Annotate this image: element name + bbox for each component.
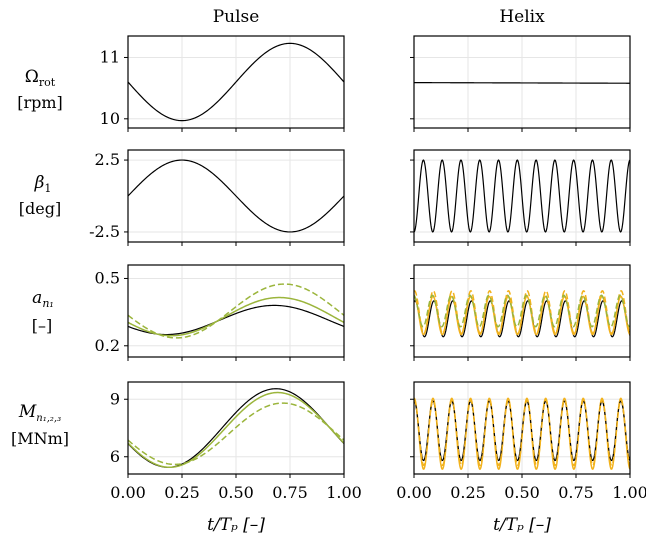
row-unit: [MNm] (11, 429, 69, 448)
y-tick-label: 11 (100, 47, 120, 66)
y-tick-label: 0.2 (95, 336, 120, 355)
panel-pulse-2: 0.5 0.2 (95, 264, 345, 361)
panel-helix-1 (410, 149, 631, 246)
series-line-black-solid (413, 159, 631, 233)
panel-pulse-3: 9 6 0.00 0.25 0.50 0.75 1.00 (110, 381, 362, 502)
x-tick-label: 0.25 (450, 483, 486, 502)
x-tick-label: 0.00 (110, 483, 146, 502)
panel-helix-3: 0.00 0.25 0.50 0.75 1.00 (396, 381, 646, 502)
row-label-omega: Ωrot [rpm] (17, 67, 63, 112)
series-line-orange-dashed (413, 399, 631, 467)
row-label-a: an₁ [–] (32, 288, 54, 335)
series-line-green-dashed (127, 402, 345, 466)
row-label-main: Ω (25, 67, 39, 87)
x-axis-label-right: t/Tₚ [–] (493, 515, 551, 535)
series-line-black-solid (413, 82, 631, 84)
y-tick-label: -2.5 (89, 222, 120, 241)
panel-pulse-1: 2.5 -2.5 (89, 149, 345, 246)
svg-text:β1: β1 (34, 173, 52, 195)
panel-pulse-0: 10 11 (100, 35, 345, 132)
x-axis-label-left: t/Tₚ [–] (207, 515, 265, 535)
series-line-black-solid (127, 159, 345, 233)
series-line-black-solid (413, 400, 631, 462)
row-unit: [rpm] (17, 93, 63, 112)
series-line-orange-dashed (413, 289, 631, 335)
panel-helix-2 (410, 264, 631, 361)
column-title-helix: Helix (499, 7, 545, 27)
x-tick-label: 0.50 (504, 483, 540, 502)
y-tick-label: 0.5 (95, 268, 120, 287)
series-line-black-solid (127, 42, 345, 122)
series-line-green-dashed (413, 294, 631, 328)
y-tick-label: 9 (110, 389, 120, 408)
x-tick-label: 0.50 (218, 483, 254, 502)
series-line-black-solid (413, 300, 631, 338)
x-tick-label: 0.00 (396, 483, 432, 502)
y-tick-label: 2.5 (95, 150, 120, 169)
series-line-green-dashed (127, 283, 345, 339)
svg-text:Mn₁,₂,₃: Mn₁,₂,₃ (18, 402, 61, 424)
row-unit: [–] (32, 316, 52, 335)
row-label-main: M (18, 402, 37, 422)
series-line-green-solid (127, 296, 345, 337)
row-label-main: a (32, 288, 42, 308)
x-tick-label: 1.00 (326, 483, 362, 502)
x-tick-label: 0.75 (272, 483, 308, 502)
x-tick-label: 0.75 (558, 483, 594, 502)
row-label-sub: rot (39, 76, 56, 89)
svg-text:an₁: an₁ (32, 288, 54, 310)
row-unit: [deg] (19, 199, 61, 218)
panel-helix-0 (410, 35, 631, 132)
row-label-sub: 1 (44, 182, 51, 195)
x-tick-label: 1.00 (612, 483, 646, 502)
series-line-green-solid (127, 391, 345, 469)
row-label-sub: n₁,₂,₃ (36, 413, 61, 424)
svg-text:Ωrot: Ωrot (25, 67, 56, 89)
row-label-beta: β1 [deg] (19, 173, 61, 218)
y-tick-label: 10 (100, 109, 120, 128)
row-label-main: β (34, 173, 45, 193)
x-tick-label: 0.25 (164, 483, 200, 502)
y-tick-label: 6 (110, 447, 120, 466)
row-label-m: Mn₁,₂,₃ [MNm] (11, 402, 69, 448)
column-title-pulse: Pulse (213, 7, 260, 27)
row-label-sub: n₁ (42, 297, 54, 310)
